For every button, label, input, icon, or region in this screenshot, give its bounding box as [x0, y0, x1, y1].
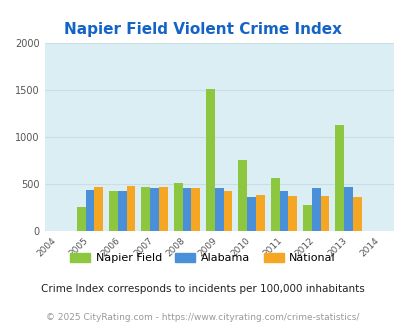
Text: Crime Index corresponds to incidents per 100,000 inhabitants: Crime Index corresponds to incidents per… [41, 284, 364, 294]
Bar [223, 190, 232, 231]
Bar [191, 188, 200, 231]
Bar [117, 191, 126, 231]
Bar [288, 196, 296, 231]
Legend: Napier Field, Alabama, National: Napier Field, Alabama, National [66, 248, 339, 268]
Bar [182, 188, 191, 231]
Bar [343, 187, 352, 231]
Bar [303, 205, 311, 231]
Bar [77, 208, 85, 231]
Bar [335, 125, 343, 231]
Text: © 2025 CityRating.com - https://www.cityrating.com/crime-statistics/: © 2025 CityRating.com - https://www.city… [46, 313, 359, 322]
Bar [320, 196, 328, 231]
Bar [85, 190, 94, 231]
Bar [109, 190, 117, 231]
Bar [126, 186, 135, 231]
Bar [279, 190, 288, 231]
Bar [173, 183, 182, 231]
Bar [247, 197, 255, 231]
Bar [352, 197, 361, 231]
Text: Napier Field Violent Crime Index: Napier Field Violent Crime Index [64, 22, 341, 37]
Bar [311, 188, 320, 231]
Bar [255, 195, 264, 231]
Bar [158, 187, 167, 231]
Bar [141, 187, 150, 231]
Bar [238, 159, 247, 231]
Bar [214, 188, 223, 231]
Bar [94, 187, 103, 231]
Bar [150, 188, 158, 231]
Bar [270, 178, 279, 231]
Bar [206, 88, 214, 231]
